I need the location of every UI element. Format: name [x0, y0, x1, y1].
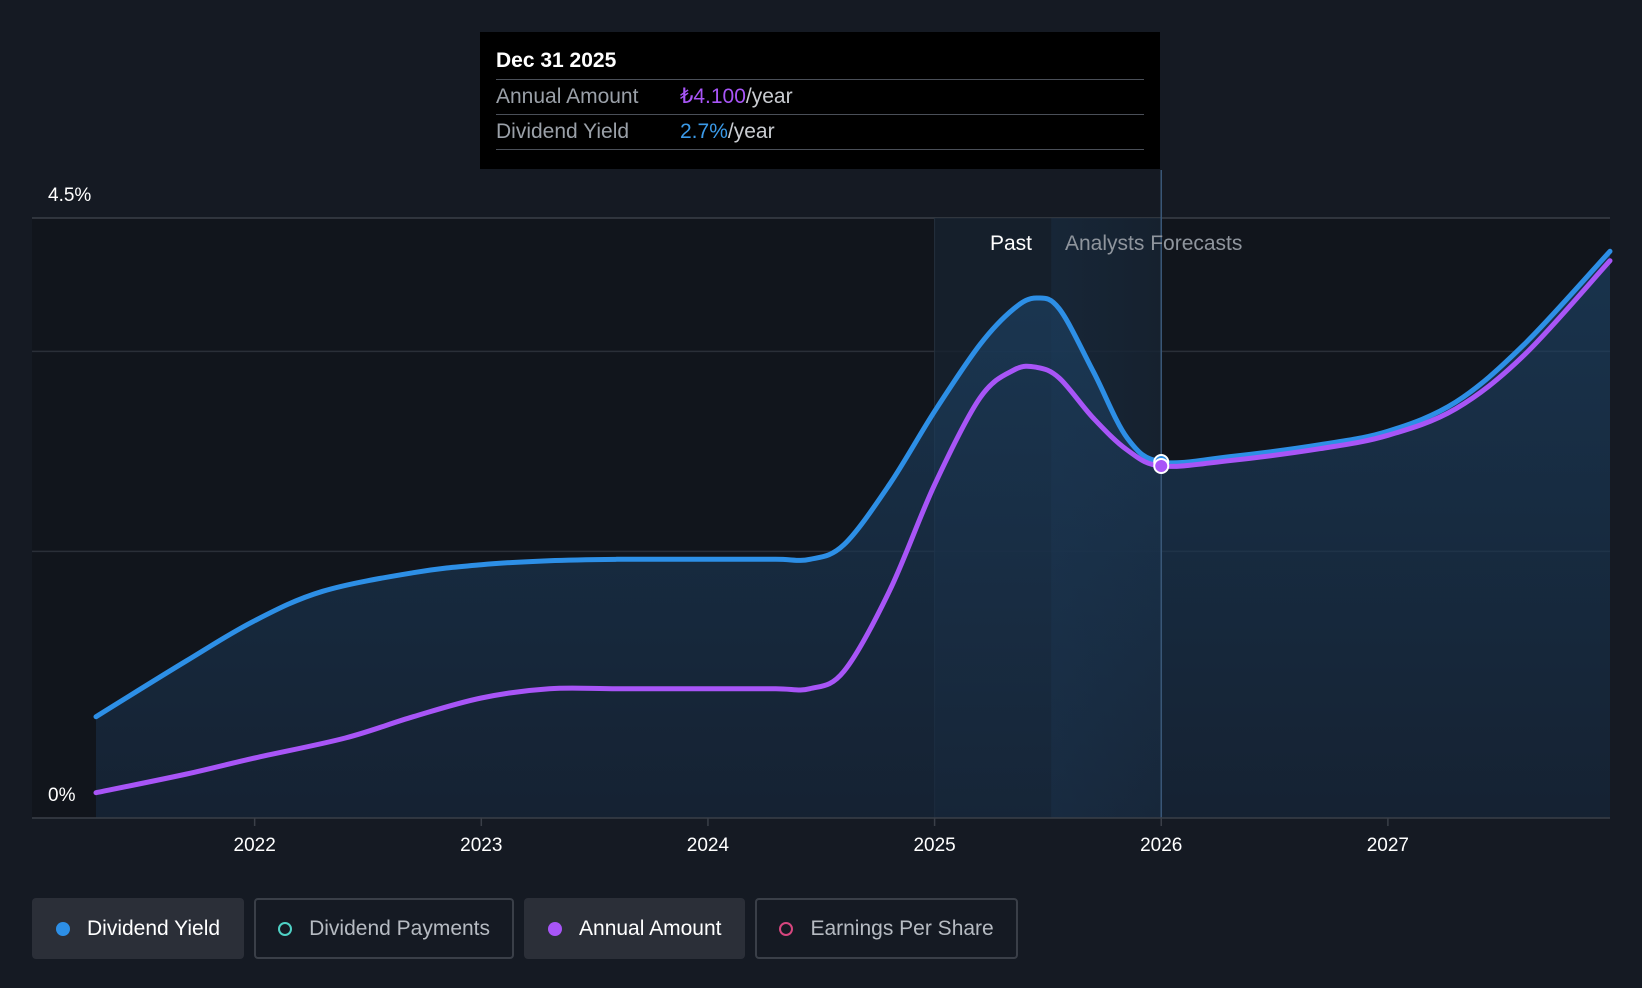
tooltip-unit: /year	[745, 85, 793, 108]
legend-item-earnings-per-share[interactable]: Earnings Per Share	[755, 898, 1018, 959]
x-tick-label: 2026	[1140, 835, 1182, 856]
annual-amount-marker	[1153, 458, 1170, 474]
legend-label: Dividend Yield	[87, 916, 221, 940]
dividend-yield-line	[93, 248, 1613, 720]
tooltip-row-annual-amount: Annual Amount ₺4.100 /year	[496, 79, 1144, 114]
region-label-past: Past	[990, 232, 1032, 255]
legend-dot-icon	[278, 921, 293, 936]
dividend-yield-area	[96, 251, 1610, 819]
legend-item-dividend-payments[interactable]: Dividend Payments	[254, 898, 515, 959]
x-tick-label: 2027	[1367, 835, 1409, 856]
legend-label: Dividend Payments	[309, 916, 491, 940]
legend-item-dividend-yield[interactable]: Dividend Yield	[32, 898, 245, 959]
annual-amount-line	[93, 258, 1613, 796]
tooltip: Dec 31 2025 Annual Amount ₺4.100 /year D…	[480, 32, 1160, 169]
x-tick-label: 2025	[913, 835, 955, 856]
tooltip-label: Annual Amount	[496, 85, 639, 108]
legend-label: Earnings Per Share	[810, 916, 994, 940]
forecast-shade	[1051, 218, 1162, 818]
tooltip-row-dividend-yield: Dividend Yield 2.7% /year	[496, 114, 1144, 150]
tooltip-value: ₺4.100	[680, 85, 746, 108]
x-tick-label: 2023	[460, 835, 502, 856]
legend-item-annual-amount[interactable]: Annual Amount	[524, 898, 746, 959]
x-tick-label: 2024	[687, 835, 730, 856]
tooltip-date: Dec 31 2025	[496, 49, 617, 72]
tooltip-label: Dividend Yield	[496, 120, 630, 143]
legend-dot-icon	[548, 921, 563, 936]
region-label-forecast: Analysts Forecasts	[1065, 232, 1242, 255]
legend-dot-icon	[779, 921, 794, 936]
tooltip-value: 2.7%	[680, 120, 728, 143]
y-tick-label-zero: 0%	[48, 785, 76, 806]
tooltip-unit: /year	[727, 120, 775, 143]
y-tick-label-max: 4.5%	[48, 185, 91, 206]
chart-legend: Dividend Yield Dividend Payments Annual …	[32, 898, 1018, 959]
x-tick-label: 2022	[234, 835, 276, 856]
legend-dot-icon	[56, 921, 70, 936]
legend-label: Annual Amount	[579, 916, 722, 940]
